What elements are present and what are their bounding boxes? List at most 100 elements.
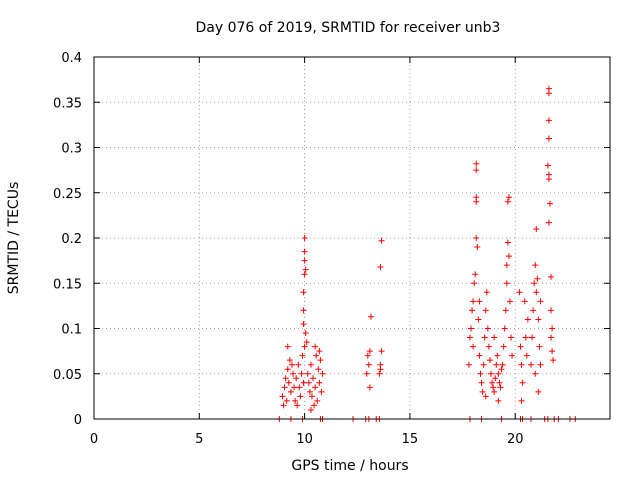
data-point: [315, 366, 322, 373]
data-point: [473, 194, 480, 201]
data-point: [518, 397, 525, 404]
data-point: [550, 357, 557, 364]
data-point: [549, 325, 556, 332]
data-point: [475, 316, 482, 323]
data-point: [301, 235, 308, 241]
data-point: [480, 361, 487, 368]
plot-frame: [93, 56, 611, 420]
data-point: [292, 397, 299, 404]
y-tick-label: 0: [74, 413, 82, 428]
data-point: [291, 384, 298, 391]
data-point: [287, 388, 294, 395]
data-point: [471, 280, 478, 287]
data-point: [284, 343, 291, 350]
data-point: [470, 343, 477, 350]
data-point: [508, 334, 515, 341]
data-point: [495, 397, 502, 404]
data-point: [534, 275, 541, 282]
data-point: [297, 393, 304, 400]
data-point: [306, 388, 313, 395]
data-point: [470, 298, 477, 305]
x-tick-label: 15: [402, 432, 419, 447]
data-point: [298, 370, 305, 377]
data-point: [474, 244, 481, 251]
data-point: [481, 334, 488, 341]
data-point: [299, 352, 306, 359]
data-point: [300, 320, 307, 327]
data-point: [303, 339, 310, 346]
data-point: [516, 289, 523, 296]
data-point: [317, 357, 324, 364]
y-tick-label: 0.35: [53, 96, 82, 111]
data-point: [530, 307, 537, 314]
data-point: [365, 361, 372, 368]
data-point: [509, 352, 516, 359]
data-point: [492, 375, 499, 382]
x-tick-label: 0: [90, 432, 98, 447]
data-point: [506, 298, 513, 305]
data-point: [376, 370, 383, 377]
data-point: [546, 200, 553, 207]
data-point: [545, 117, 552, 124]
data-point: [285, 379, 292, 386]
data-point: [302, 330, 309, 337]
data-point: [469, 307, 476, 314]
data-point: [482, 393, 489, 400]
data-point: [314, 397, 321, 404]
x-tick-label: 10: [296, 432, 313, 447]
data-point: [496, 379, 503, 386]
data-point: [293, 375, 300, 382]
data-point: [316, 379, 323, 386]
x-tick-label: 5: [195, 432, 203, 447]
data-point: [548, 273, 555, 280]
data-point: [300, 379, 307, 386]
data-point: [279, 393, 286, 400]
data-point: [466, 334, 473, 341]
data-point: [364, 352, 371, 359]
data-point: [377, 361, 384, 368]
data-points: [276, 85, 579, 422]
x-tick-label: 20: [507, 432, 524, 447]
y-tick-labels: 0 0.05 0.1 0.15 0.2 0.25 0.3 0.35 0.4: [53, 51, 82, 428]
y-tick-label: 0.4: [61, 51, 82, 66]
data-point: [535, 388, 542, 395]
y-tick-label: 0.1: [61, 323, 82, 338]
data-point: [545, 176, 552, 183]
data-point: [486, 357, 493, 364]
data-point: [282, 375, 289, 382]
data-point: [378, 237, 385, 244]
data-point: [505, 253, 512, 260]
data-point: [488, 370, 495, 377]
data-point: [489, 379, 496, 386]
data-point: [544, 162, 551, 169]
data-point: [312, 343, 319, 350]
data-point: [537, 361, 544, 368]
data-point: [318, 388, 325, 395]
data-point: [545, 219, 552, 226]
y-tick-label: 0.05: [53, 368, 82, 383]
data-point: [313, 352, 320, 359]
data-point: [519, 379, 526, 386]
data-point: [529, 334, 536, 341]
data-point: [535, 316, 542, 323]
y-tick-label: 0.25: [53, 187, 82, 202]
data-point: [504, 239, 511, 246]
data-point: [521, 298, 528, 305]
data-point: [476, 352, 483, 359]
data-point: [319, 370, 326, 377]
data-point: [363, 370, 370, 377]
chart-title: Day 076 of 2019, SRMTID for receiver unb…: [196, 20, 501, 36]
data-point: [502, 307, 509, 314]
data-point: [479, 388, 486, 395]
data-point: [501, 325, 508, 332]
data-point: [467, 325, 474, 332]
data-point: [304, 370, 311, 377]
data-point: [296, 384, 303, 391]
data-point: [504, 198, 511, 205]
data-point: [491, 334, 498, 341]
data-point: [483, 289, 490, 296]
data-point: [531, 280, 538, 287]
data-point: [472, 271, 479, 278]
data-point: [505, 194, 512, 201]
